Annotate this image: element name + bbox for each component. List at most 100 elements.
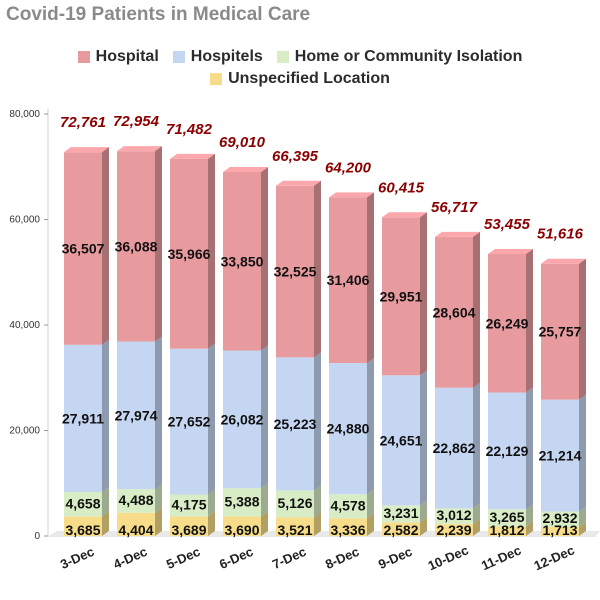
- bar-segment: [223, 488, 261, 517]
- bar-stack: 3,690 5,388 26,082 33,850 69,010 6-Dec: [217, 134, 268, 572]
- data-label: 24,880: [327, 421, 370, 437]
- bar-segment-side: [420, 370, 427, 506]
- bar-segment-side: [473, 382, 480, 509]
- bar-segment-side: [314, 485, 321, 518]
- data-label: 31,406: [327, 272, 370, 288]
- bar-segment-side: [261, 166, 268, 351]
- bar-segment-top: [382, 212, 427, 218]
- data-label: 27,911: [62, 410, 104, 426]
- data-label: 3,685: [65, 522, 100, 538]
- bar-segment-side: [579, 521, 586, 536]
- bar-segment-side: [473, 231, 480, 388]
- total-label: 71,482: [166, 121, 213, 138]
- bar-segment: [276, 490, 314, 518]
- bar-segment: [382, 375, 420, 506]
- data-label: 2,932: [542, 510, 577, 526]
- bar-segment-top: [435, 231, 480, 237]
- bar-segment: [117, 512, 155, 536]
- bar-segment: [170, 348, 208, 495]
- bar-segment-side: [420, 517, 427, 536]
- data-label: 25,757: [539, 324, 582, 340]
- bar-segment-side: [367, 358, 374, 495]
- bar-segment: [488, 526, 526, 536]
- data-label: 32,525: [274, 264, 317, 280]
- bar-segment-side: [102, 486, 109, 517]
- legend-label-unspecified: Unspecified Location: [228, 70, 390, 87]
- bar-segment-side: [367, 489, 374, 519]
- bar-segment: [435, 524, 473, 536]
- data-label: 3,012: [436, 507, 471, 523]
- bar-segment: [276, 357, 314, 491]
- data-label: 29,951: [380, 288, 423, 304]
- data-label: 1,812: [489, 522, 524, 538]
- data-label: 22,129: [486, 443, 529, 459]
- bar-segment-side: [526, 249, 533, 393]
- bar-segment-side: [261, 511, 268, 536]
- x-tick-label: 9-Dec: [376, 544, 414, 572]
- bar-segment-side: [261, 483, 268, 517]
- x-tick-label: 12-Dec: [532, 542, 577, 573]
- bar-segment: [170, 516, 208, 536]
- total-label: 66,395: [272, 148, 319, 165]
- bar-segment: [382, 505, 420, 523]
- bar-segment: [117, 489, 155, 513]
- data-label: 2,582: [383, 522, 418, 538]
- data-label: 4,578: [330, 497, 365, 513]
- bar-segment-side: [155, 146, 162, 342]
- total-label: 53,455: [484, 216, 531, 233]
- legend-row-2: Unspecified Location: [0, 68, 600, 90]
- legend-item-hospitels: Hospitels: [172, 48, 263, 66]
- bar-segment-top: [329, 192, 374, 198]
- data-label: 4,404: [118, 522, 153, 538]
- bar-segment: [170, 158, 208, 349]
- bar-segment: [276, 185, 314, 358]
- bar-segment: [329, 518, 367, 536]
- bar-segment-side: [314, 512, 321, 536]
- legend-swatch-home-isolation: [276, 51, 289, 63]
- bar-stack: 3,689 4,175 27,652 35,966 71,482 5-Dec: [164, 121, 215, 572]
- legend: Hospital Hospitels Home or Community Iso…: [0, 46, 600, 90]
- bar-segment-side: [526, 521, 533, 536]
- bar-segment-side: [102, 147, 109, 345]
- legend-item-home-isolation: Home or Community Isolation: [276, 48, 522, 66]
- bar-segment-side: [208, 511, 215, 536]
- bar-segment: [382, 217, 420, 376]
- total-label: 72,954: [113, 113, 160, 130]
- bar-stack: 3,336 4,578 24,880 31,406 64,200 8-Dec: [323, 159, 374, 572]
- bar-segment-side: [579, 394, 586, 512]
- bar-segment-top: [276, 180, 321, 186]
- bar-segment: [435, 387, 473, 509]
- data-label: 4,175: [171, 497, 206, 513]
- bar-stack: 4,404 4,488 27,974 36,088 72,954 4-Dec: [111, 113, 162, 572]
- bar-segment-top: [170, 153, 215, 159]
- data-label: 27,974: [115, 407, 158, 423]
- y-tick-label: 20,000: [9, 426, 40, 437]
- y-tick-label: 80,000: [9, 109, 40, 120]
- total-label: 64,200: [325, 159, 372, 176]
- y-tick-label: 60,000: [9, 215, 40, 226]
- bar-segment: [435, 236, 473, 388]
- bar-segment: [541, 399, 579, 512]
- bar-segment: [488, 254, 526, 393]
- bar-segment-top: [488, 249, 533, 255]
- legend-label-hospital: Hospital: [95, 48, 159, 65]
- data-label: 25,223: [274, 416, 317, 432]
- x-tick-label: 6-Dec: [217, 544, 255, 572]
- bar-segment-side: [367, 513, 374, 536]
- total-label: 69,010: [219, 134, 266, 151]
- bar-segment: [64, 344, 102, 492]
- bar-segment-top: [117, 146, 162, 152]
- x-tick-label: 10-Dec: [426, 542, 471, 573]
- legend-item-unspecified: Unspecified Location: [210, 70, 390, 88]
- bar-segment-side: [473, 519, 480, 536]
- data-label: 21,214: [539, 448, 582, 464]
- x-tick-label: 3-Dec: [58, 544, 96, 572]
- bar-segment-side: [155, 484, 162, 513]
- data-label: 36,507: [62, 240, 105, 256]
- bar-segment-side: [208, 489, 215, 517]
- data-label: 26,249: [486, 315, 529, 331]
